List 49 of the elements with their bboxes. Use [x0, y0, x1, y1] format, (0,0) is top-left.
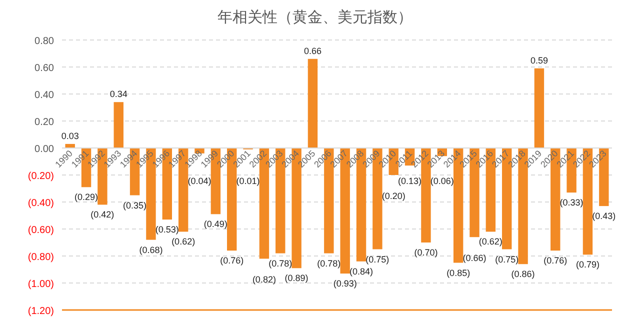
data-label: (0.62): [172, 236, 196, 247]
data-label: (0.82): [252, 274, 276, 285]
data-label: (0.78): [268, 258, 292, 268]
data-label: (0.62): [478, 236, 502, 247]
y-tick-label: (0.20): [28, 171, 54, 182]
data-label: (0.29): [74, 192, 98, 202]
y-tick-label: (0.40): [28, 198, 54, 209]
bar: [534, 68, 544, 148]
data-label: 0.03: [61, 130, 79, 141]
data-label: (0.70): [414, 248, 438, 258]
data-label: (0.13): [398, 176, 422, 186]
data-label: (0.84): [350, 266, 374, 276]
y-tick-label: 0.60: [34, 63, 54, 74]
data-label: (0.20): [382, 191, 406, 201]
data-label: (0.35): [123, 200, 147, 210]
data-label: 0.66: [304, 46, 322, 56]
data-label: (0.78): [317, 258, 341, 268]
data-label: (0.75): [495, 254, 519, 264]
data-label: (0.53): [155, 224, 179, 235]
bar: [114, 102, 124, 148]
data-label: (0.76): [220, 256, 244, 266]
data-label: (0.04): [188, 176, 212, 186]
data-label: (0.75): [366, 254, 390, 264]
data-label: (0.85): [446, 268, 470, 278]
data-label: (0.01): [236, 176, 260, 186]
data-label: (0.89): [284, 273, 308, 284]
y-tick-label: (1.00): [28, 279, 54, 290]
y-tick-label: 0.20: [34, 117, 54, 128]
data-label: (0.06): [430, 176, 454, 186]
y-tick-label: 0.40: [34, 90, 54, 101]
data-label: (0.86): [511, 269, 535, 280]
y-tick-label: (0.80): [28, 252, 54, 263]
bar: [308, 58, 318, 148]
data-label: (0.66): [462, 253, 486, 264]
data-label: (0.93): [333, 278, 357, 289]
data-label: (0.79): [576, 260, 600, 270]
data-label: (0.42): [90, 210, 114, 220]
chart-title: 年相关性（黄金、美元指数）: [218, 9, 412, 26]
y-tick-label: 0.80: [34, 36, 54, 47]
y-tick-label: 0.00: [34, 144, 54, 155]
data-label: (0.76): [544, 256, 568, 266]
data-label: (0.43): [592, 211, 616, 222]
data-label: 0.59: [530, 55, 548, 66]
data-label: (0.68): [139, 244, 163, 255]
data-label: (0.33): [560, 198, 584, 208]
y-tick-label: (1.20): [28, 306, 54, 317]
data-label: 0.34: [110, 89, 128, 100]
data-label: (0.49): [204, 219, 228, 230]
y-tick-label: (0.60): [28, 225, 54, 236]
